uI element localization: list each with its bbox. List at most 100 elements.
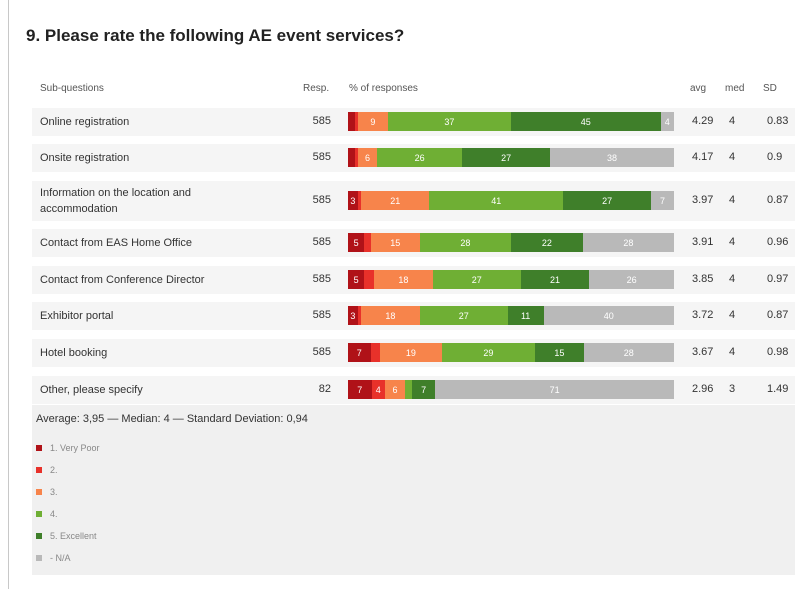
- sd-value: 0.97: [767, 273, 789, 285]
- response-count: 585: [312, 236, 331, 248]
- legend-item: 3.: [36, 485, 58, 499]
- header-med: med: [725, 83, 745, 94]
- bar-segment: 27: [419, 306, 508, 325]
- med-value: 4: [729, 115, 736, 127]
- bar-segment: [354, 148, 358, 167]
- avg-value: 3.91: [692, 236, 714, 248]
- avg-value: 4.29: [692, 115, 714, 127]
- table-row: Contact from EAS Home Office 585 5 15 28 22 28…: [32, 229, 795, 257]
- bar-segment: 27: [462, 148, 551, 167]
- bar-segment: 41: [429, 191, 564, 210]
- table-row: Onsite registration 585 6 26 27 38 4.17 4 0.9: [32, 144, 795, 172]
- bar-segment: 3: [348, 191, 358, 210]
- avg-value: 3.67: [692, 346, 714, 358]
- bar-segment: 11: [507, 306, 544, 325]
- bar-segment: 7: [651, 191, 674, 210]
- bar-segment: 9: [357, 112, 388, 131]
- bar-segment: 71: [435, 380, 674, 399]
- legend-item: 5. Excellent: [36, 529, 97, 543]
- legend-label: - N/A: [50, 553, 71, 563]
- med-value: 3: [729, 383, 736, 395]
- bar-segment: [405, 380, 412, 399]
- legend-swatch: [36, 533, 42, 539]
- header-sd: SD: [763, 83, 777, 94]
- table-row: Information on the location and accommod…: [32, 181, 795, 221]
- bar-segment: 40: [543, 306, 674, 325]
- stacked-bar: 7 4 6 7 71: [348, 380, 674, 399]
- sub-question-label: Online registration: [40, 116, 130, 128]
- legend-item: - N/A: [36, 551, 71, 565]
- survey-panel: [8, 0, 794, 589]
- bar-segment: 6: [384, 380, 406, 399]
- table-row: Contact from Conference Director 585 5 18 27…: [32, 266, 795, 294]
- legend-label: 3.: [50, 487, 58, 497]
- legend-swatch: [36, 467, 42, 473]
- bar-segment: 5: [348, 233, 365, 252]
- bar-segment: 28: [582, 233, 674, 252]
- bar-segment: 18: [374, 270, 433, 289]
- response-count: 585: [312, 273, 331, 285]
- legend-label: 5. Excellent: [50, 531, 97, 541]
- stacked-bar: 7 19 29 15 28: [348, 343, 674, 362]
- bar-segment: 15: [370, 233, 420, 252]
- bar-segment: 38: [550, 148, 674, 167]
- sub-question-label: Contact from EAS Home Office: [40, 237, 193, 249]
- response-count: 585: [312, 346, 331, 358]
- legend-item: 2.: [36, 463, 58, 477]
- response-count: 585: [312, 115, 331, 127]
- stacked-bar: 5 15 28 22 28: [348, 233, 674, 252]
- response-count: 585: [312, 194, 331, 206]
- bar-segment: 6: [357, 148, 378, 167]
- bar-segment: 28: [419, 233, 511, 252]
- sd-value: 0.98: [767, 346, 789, 358]
- legend-label: 1. Very Poor: [50, 443, 100, 453]
- bar-segment: 29: [441, 343, 536, 362]
- med-value: 4: [729, 236, 736, 248]
- sub-question-label: Exhibitor portal: [40, 310, 114, 322]
- sd-value: 0.87: [767, 309, 789, 321]
- bar-segment: 27: [432, 270, 521, 289]
- legend-item: 1. Very Poor: [36, 441, 100, 455]
- bar-segment: 19: [380, 343, 442, 362]
- table-row: Hotel booking 585 7 19 29 15 28 3.67 4 0.98: [32, 339, 795, 367]
- med-value: 4: [729, 309, 736, 321]
- table-row: Online registration 585 9 37 45 4 4.29 4 0.83: [32, 108, 795, 136]
- bar-segment: 15: [535, 343, 584, 362]
- bar-segment: 4: [371, 380, 385, 399]
- med-value: 4: [729, 273, 736, 285]
- avg-value: 3.97: [692, 194, 714, 206]
- bar-segment: [354, 112, 358, 131]
- table-row: Exhibitor portal 585 3 18 27 11 40 3.72 4 0.87: [32, 302, 795, 330]
- sub-question-label: Contact from Conference Director: [40, 274, 205, 286]
- question-title: 9. Please rate the following AE event se…: [26, 26, 405, 45]
- legend-item: 4.: [36, 507, 58, 521]
- med-value: 4: [729, 194, 736, 206]
- bar-segment: 27: [563, 191, 652, 210]
- sd-value: 0.9: [767, 151, 783, 163]
- bar-segment: [370, 343, 381, 362]
- stacked-bar: 6 26 27 38: [348, 148, 674, 167]
- bar-segment: [357, 191, 362, 210]
- bar-segment: [364, 233, 371, 252]
- header-sub-questions: Sub-questions: [40, 83, 104, 94]
- legend-swatch: [36, 445, 42, 451]
- sd-value: 0.87: [767, 194, 789, 206]
- bar-segment: 45: [510, 112, 661, 131]
- bar-segment: 7: [348, 343, 371, 362]
- bar-segment: [357, 306, 362, 325]
- bar-segment: 18: [361, 306, 420, 325]
- avg-value: 2.96: [692, 383, 714, 395]
- legend-label: 2.: [50, 465, 58, 475]
- legend-label: 4.: [50, 509, 58, 519]
- legend-panel: Average: 3,95 — Median: 4 — Standard Dev…: [32, 405, 795, 575]
- legend-swatch: [36, 555, 42, 561]
- avg-value: 4.17: [692, 151, 714, 163]
- bar-segment: 21: [361, 191, 430, 210]
- response-count: 585: [312, 151, 331, 163]
- legend-swatch: [36, 489, 42, 495]
- stacked-bar: 3 21 41 27 7: [348, 191, 674, 210]
- stacked-bar: 5 18 27 21 26: [348, 270, 674, 289]
- legend-swatch: [36, 511, 42, 517]
- sd-value: 0.96: [767, 236, 789, 248]
- summary-stats: Average: 3,95 — Median: 4 — Standard Dev…: [36, 413, 308, 425]
